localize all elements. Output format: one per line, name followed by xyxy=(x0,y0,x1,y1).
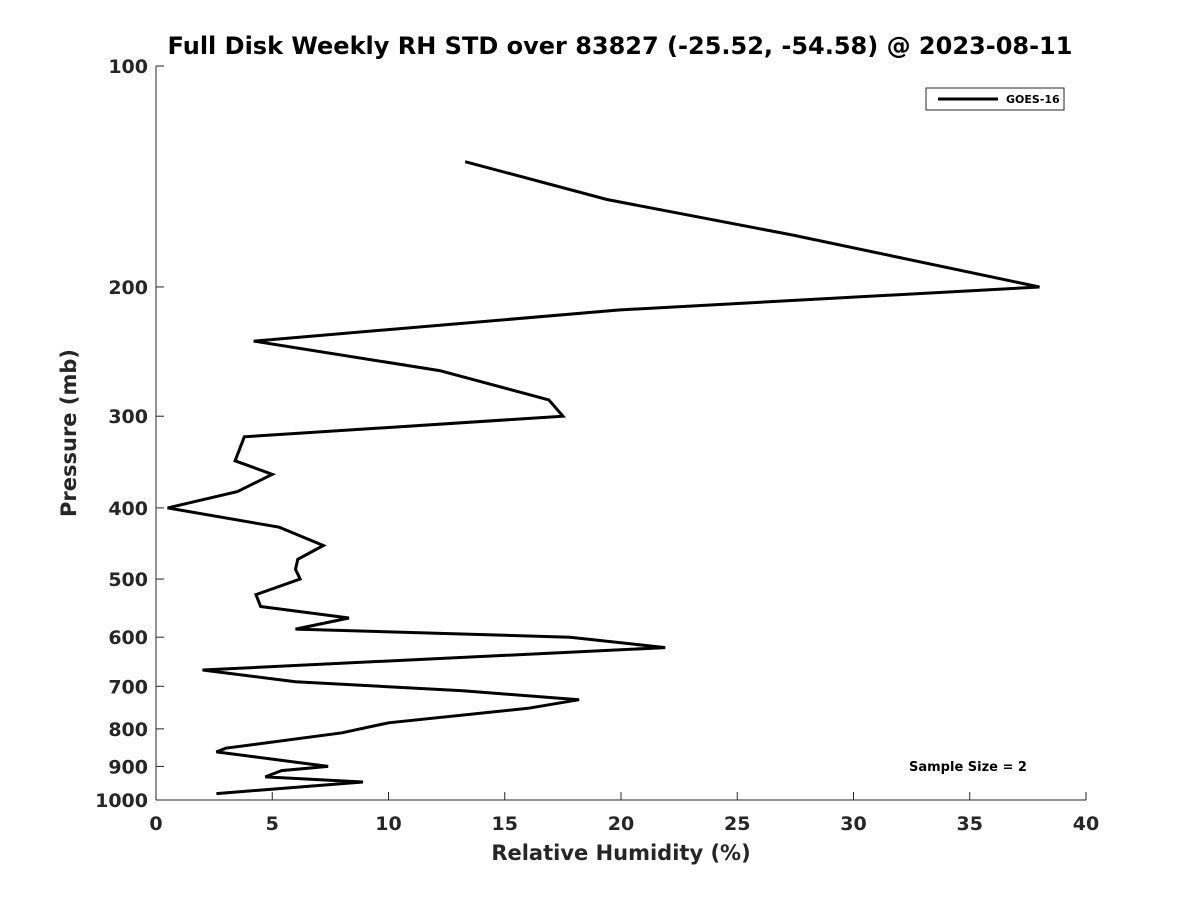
x-tick-label: 0 xyxy=(149,813,162,835)
x-axis-label: Relative Humidity (%) xyxy=(491,841,750,865)
y-tick-label: 100 xyxy=(108,56,148,78)
y-tick-label: 500 xyxy=(108,569,148,591)
chart-title: Full Disk Weekly RH STD over 83827 (-25.… xyxy=(168,32,1073,60)
legend: GOES-16 xyxy=(925,87,1065,111)
y-tick-label: 900 xyxy=(108,756,148,778)
y-tick-label: 200 xyxy=(108,277,148,299)
x-tick-label: 20 xyxy=(608,813,634,835)
x-tick-label: 30 xyxy=(840,813,866,835)
x-tick-label: 35 xyxy=(957,813,983,835)
x-tick-label: 15 xyxy=(492,813,518,835)
y-tick-label: 600 xyxy=(108,627,148,649)
y-tick-label: 1000 xyxy=(95,790,148,812)
x-tick-label: 5 xyxy=(266,813,279,835)
y-tick-label: 300 xyxy=(108,406,148,428)
x-tick-label: 10 xyxy=(375,813,401,835)
sample-size-annotation: Sample Size = 2 xyxy=(909,760,1027,775)
y-axis-ticks: 100 200 300 400 500 600 700 800 900 1000 xyxy=(95,56,164,812)
y-tick-label: 700 xyxy=(108,676,148,698)
y-tick-label: 800 xyxy=(108,719,148,741)
series-line-goes16 xyxy=(167,160,1040,796)
x-tick-label: 25 xyxy=(724,813,750,835)
y-axis-label: Pressure (mb) xyxy=(57,349,81,517)
legend-label-goes16: GOES-16 xyxy=(1006,93,1060,106)
y-tick-label: 400 xyxy=(108,498,148,520)
series-group xyxy=(167,160,1040,796)
x-axis-ticks: 0 5 10 15 20 25 30 35 40 xyxy=(149,792,1099,835)
x-tick-label: 40 xyxy=(1073,813,1099,835)
